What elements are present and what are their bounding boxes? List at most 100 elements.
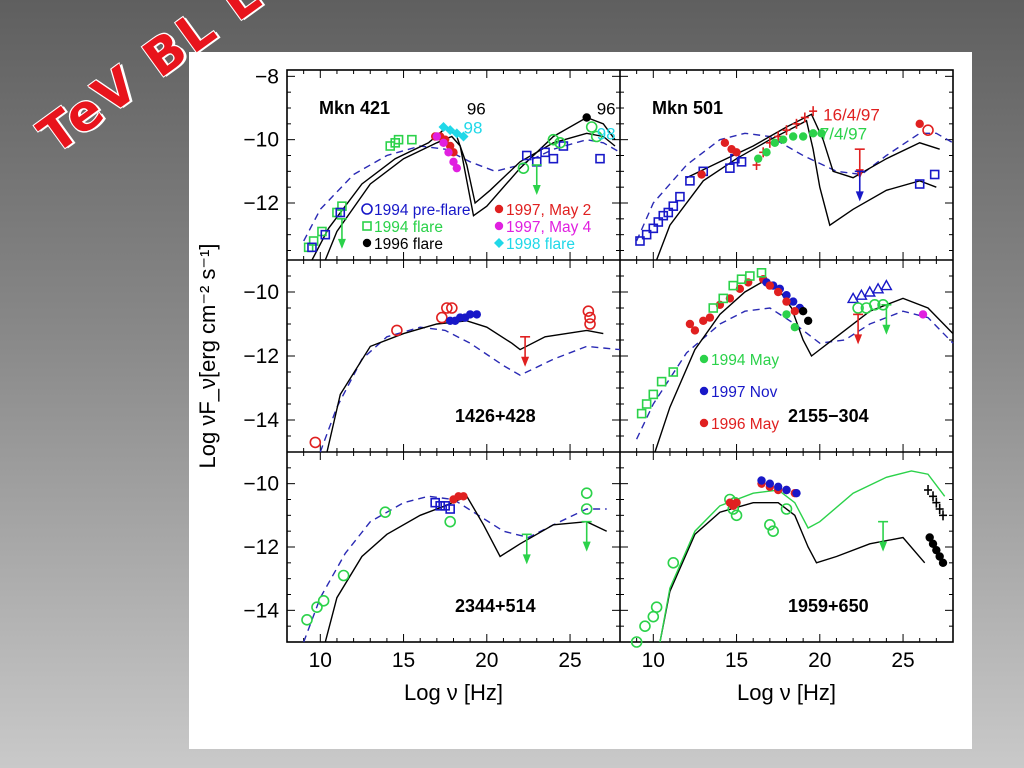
data-point bbox=[918, 310, 928, 319]
data-point bbox=[855, 288, 868, 300]
data-point bbox=[699, 386, 709, 396]
data-point bbox=[809, 106, 818, 117]
upper-limit-head bbox=[521, 356, 530, 367]
data-point bbox=[585, 121, 598, 133]
data-point bbox=[650, 601, 663, 613]
data-point bbox=[311, 601, 323, 613]
model-curve-solid bbox=[324, 116, 616, 261]
data-point bbox=[337, 569, 350, 582]
data-point bbox=[732, 498, 741, 507]
data-point bbox=[391, 324, 403, 337]
data-point bbox=[362, 221, 372, 231]
data-point bbox=[335, 207, 346, 218]
data-point bbox=[753, 154, 763, 163]
data-point bbox=[641, 229, 652, 240]
data-point bbox=[935, 552, 944, 561]
upper-limit-head bbox=[522, 554, 531, 565]
data-point bbox=[309, 436, 322, 449]
y-tick-label: −12 bbox=[243, 536, 279, 559]
panel-2155-304 bbox=[636, 268, 928, 419]
y-tick-label: −8 bbox=[255, 65, 279, 88]
data-point bbox=[765, 281, 775, 290]
annotation-label: 96 bbox=[597, 99, 616, 118]
data-point bbox=[636, 408, 647, 419]
y-tick-label: −14 bbox=[243, 409, 279, 432]
data-point bbox=[547, 133, 560, 146]
legend-label: 1997 Nov bbox=[711, 384, 778, 401]
model-curve-dashed bbox=[303, 138, 621, 242]
data-point bbox=[582, 305, 595, 318]
data-point bbox=[590, 130, 603, 143]
data-point bbox=[582, 113, 591, 122]
data-point bbox=[308, 236, 319, 246]
data-point bbox=[732, 148, 741, 157]
data-point bbox=[788, 297, 798, 306]
data-point bbox=[924, 485, 933, 495]
model-curve-solid bbox=[659, 470, 946, 643]
panel-frames bbox=[286, 69, 954, 643]
data-point bbox=[868, 299, 881, 311]
upper-limit-arrow bbox=[881, 304, 892, 335]
annotation-label: 96 bbox=[467, 99, 486, 118]
y-tick-label: −12 bbox=[243, 192, 279, 215]
data-point bbox=[932, 545, 941, 555]
data-point bbox=[764, 519, 776, 531]
upper-limit-head bbox=[855, 191, 864, 202]
data-point bbox=[668, 367, 679, 377]
data-point bbox=[808, 129, 818, 138]
x-axis-label: Log ν [Hz] bbox=[737, 680, 836, 705]
data-point bbox=[929, 169, 940, 180]
panel-2344-514 bbox=[301, 487, 593, 626]
legend-label: 1997, May 2 bbox=[506, 202, 591, 219]
model-curve-dashed bbox=[303, 495, 607, 643]
y-axis-label: Log νF_ν[erg cm⁻² s⁻¹] bbox=[195, 244, 220, 469]
data-point bbox=[863, 285, 876, 297]
data-point bbox=[685, 319, 695, 329]
data-point bbox=[393, 134, 404, 145]
data-point bbox=[730, 509, 743, 522]
data-point bbox=[782, 310, 791, 319]
model-curve-solid bbox=[311, 126, 616, 261]
data-point bbox=[800, 112, 809, 123]
annotation-label: 98 bbox=[597, 125, 616, 144]
data-point bbox=[595, 153, 605, 164]
data-point bbox=[790, 323, 800, 332]
data-point bbox=[699, 418, 709, 428]
data-point bbox=[558, 141, 569, 151]
data-point bbox=[647, 610, 660, 623]
annotation-label: 98 bbox=[463, 118, 482, 137]
data-point bbox=[361, 203, 373, 215]
data-point bbox=[725, 163, 735, 173]
data-point bbox=[635, 236, 645, 246]
panel-name: 1959+650 bbox=[788, 596, 869, 616]
data-point bbox=[435, 501, 445, 511]
data-point bbox=[871, 282, 885, 294]
data-point bbox=[773, 482, 783, 492]
data-point bbox=[817, 129, 826, 138]
upper-limit-head bbox=[337, 238, 346, 249]
data-point bbox=[929, 491, 938, 502]
data-point bbox=[407, 134, 417, 145]
figure-panel: −8 −10 −12 −10 −12 −14 −10 −12 −14 10 15 20 25 Log ν … bbox=[189, 52, 972, 749]
data-point bbox=[317, 595, 330, 607]
data-point bbox=[438, 122, 449, 132]
y-tick-label: −10 bbox=[243, 281, 279, 304]
x-tick-label: 10 bbox=[642, 649, 665, 672]
data-point bbox=[444, 515, 456, 528]
data-point bbox=[451, 128, 462, 139]
chart-labels: −8 −10 −12 −10 −12 −14 −10 −12 −14 10 15 20 25 Log ν … bbox=[195, 65, 915, 705]
data-point bbox=[630, 636, 643, 648]
x-axis-label: Log ν [Hz] bbox=[404, 680, 503, 705]
y-tick-label: −12 bbox=[243, 345, 279, 368]
data-point bbox=[705, 313, 715, 322]
data-point bbox=[790, 307, 800, 316]
data-point bbox=[935, 504, 944, 514]
data-point bbox=[803, 316, 813, 325]
data-point bbox=[798, 307, 808, 316]
upper-limit-arrow bbox=[521, 533, 532, 565]
model-curves bbox=[303, 113, 954, 643]
data-point bbox=[648, 223, 659, 234]
legend-label: 1997, May 4 bbox=[506, 219, 592, 236]
data-point bbox=[852, 302, 864, 314]
upper-limit-head bbox=[582, 541, 591, 552]
